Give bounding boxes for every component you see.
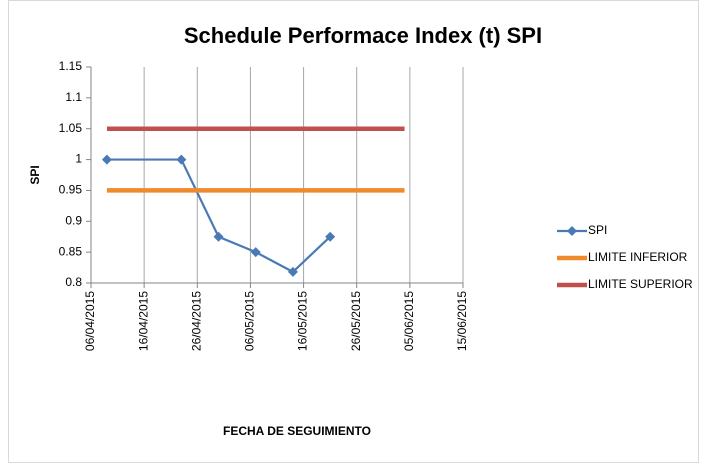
x-tick-label: 16/05/2015	[296, 291, 310, 351]
x-tick-label: 06/05/2015	[243, 291, 257, 351]
y-tick-label: 1.15	[59, 59, 83, 73]
point-marker	[101, 154, 112, 165]
chart-title: Schedule Performace Index (t) SPI	[184, 23, 542, 48]
x-axis-label: FECHA DE SEGUIMIENTO	[223, 424, 371, 438]
y-tick-label: 0.9	[65, 213, 82, 227]
series-line	[106, 158, 331, 274]
x-tick-label: 26/04/2015	[189, 291, 203, 351]
y-tick-label: 0.95	[59, 183, 83, 197]
x-tick-label: 15/06/2015	[455, 291, 469, 351]
point-marker	[325, 231, 336, 242]
y-tick-label: 1.1	[65, 90, 82, 104]
point-marker	[213, 231, 224, 242]
legend-label: SPI	[588, 223, 607, 237]
point-marker	[287, 266, 298, 277]
point-marker	[250, 247, 261, 258]
x-tick-label: 26/05/2015	[349, 291, 363, 351]
y-tick-label: 1.05	[59, 121, 83, 135]
y-axis-label: SPI	[28, 165, 42, 184]
y-tick-label: 1	[75, 152, 82, 166]
x-tick-label: 16/04/2015	[136, 291, 150, 351]
x-tick-label: 05/06/2015	[402, 291, 416, 351]
legend-label: LIMITE SUPERIOR	[588, 277, 693, 291]
y-tick-label: 0.85	[59, 244, 83, 258]
y-tick-label: 0.8	[65, 275, 82, 289]
point-marker	[176, 154, 187, 165]
legend-marker	[567, 226, 577, 236]
x-tick-label: 06/04/2015	[83, 291, 97, 351]
legend-label: LIMITE INFERIOR	[588, 250, 688, 264]
